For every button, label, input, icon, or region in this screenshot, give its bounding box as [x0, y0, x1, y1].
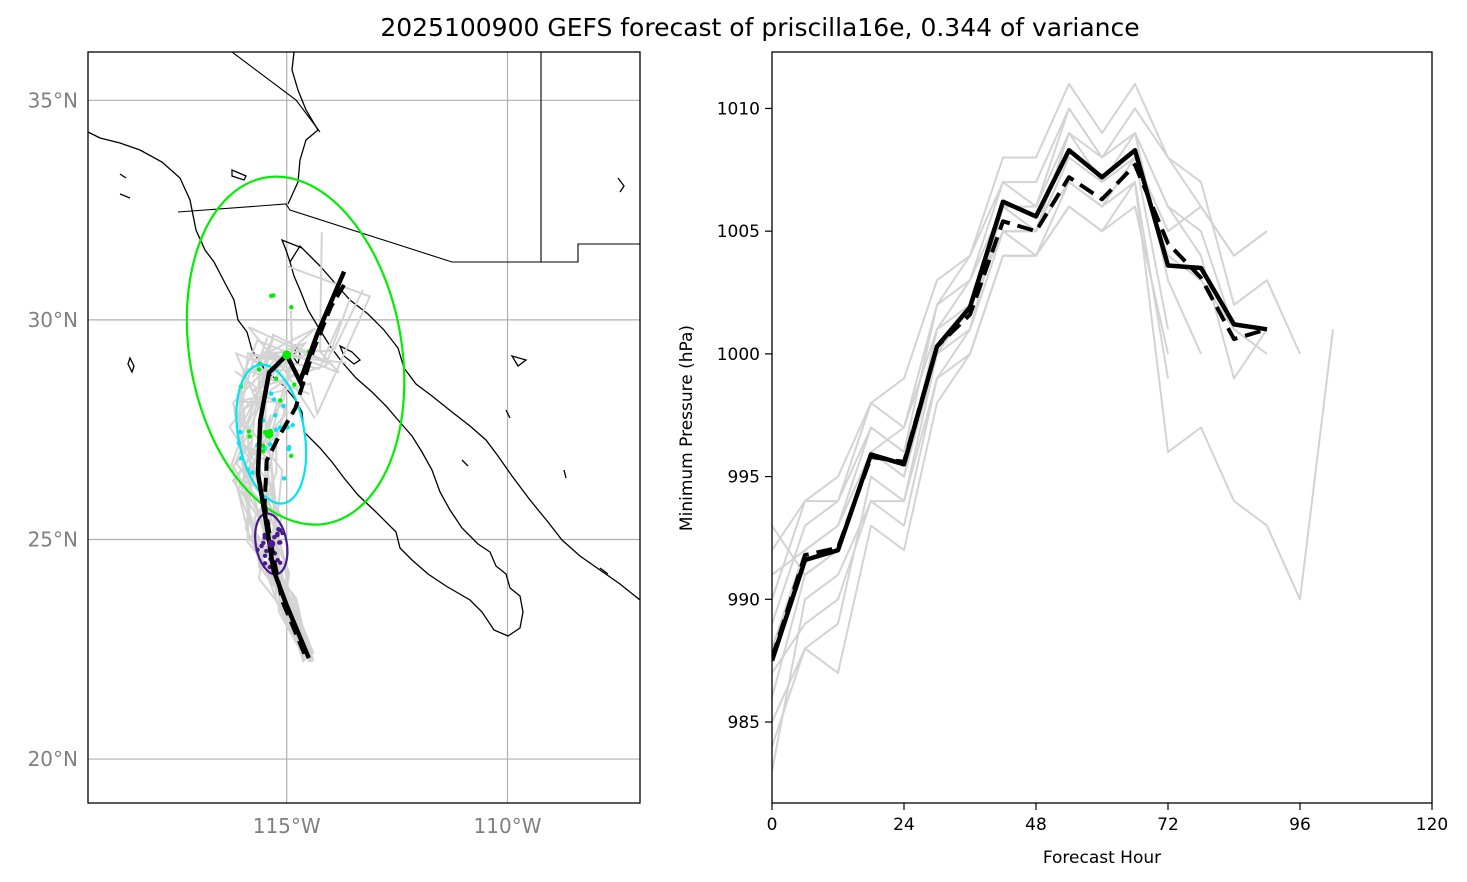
member-position-point [288, 453, 294, 459]
member-track [241, 368, 313, 659]
baja-gulf-coastline [280, 238, 303, 263]
mean-track [255, 270, 347, 659]
member-position-point [260, 443, 266, 448]
member-position-point [250, 470, 255, 475]
member-position-point [275, 557, 280, 563]
mainland-mexico-coastline [289, 244, 640, 601]
member-position-point [292, 382, 297, 387]
member-position-point [277, 425, 283, 430]
uncertainty-ellipse-late [185, 175, 406, 526]
member-position-point [247, 434, 252, 439]
pressure-series [772, 82, 1334, 772]
x-tick-label: 24 [893, 815, 915, 835]
pressure-panel: 0 24 48 72 96 120 985 990 995 1000 1005 1010 Foreca… [677, 51, 1448, 868]
member-position-point [273, 376, 279, 381]
y-tick-label: 985 [728, 713, 760, 733]
island-guadalupe [127, 356, 135, 374]
uncertainty-ellipse-mid [235, 363, 308, 505]
member-position-point [256, 367, 262, 372]
lat-tick-label: 30°N [28, 308, 78, 332]
member-position-point [264, 548, 269, 554]
member-position-point [278, 398, 283, 403]
map-background [88, 52, 640, 803]
y-tick-label: 990 [728, 590, 760, 610]
lat-tick-label: 25°N [28, 527, 78, 551]
member-position-point [262, 553, 268, 559]
baja-pacific-coastline [88, 131, 524, 637]
member-position-point [261, 540, 266, 546]
consensus-track [262, 283, 346, 655]
member-position-point [267, 442, 273, 447]
us-mexico-border [177, 203, 640, 263]
x-tick-label: 0 [767, 815, 778, 835]
y-tick-label: 1000 [717, 345, 760, 365]
x-axis-label: Forecast Hour [1043, 848, 1161, 868]
map-panel: 35°N 30°N 25°N 20°N 115°W 110°W [28, 51, 641, 838]
member-position-point [271, 397, 277, 402]
member-position-point [277, 528, 283, 533]
figure-title: 2025100900 GEFS forecast of priscilla16e… [380, 13, 1139, 42]
y-tick-label: 995 [728, 468, 760, 488]
map-tick-labels: 35°N 30°N 25°N 20°N 115°W 110°W [28, 88, 542, 838]
x-tick-label: 96 [1289, 815, 1311, 835]
island-south [461, 409, 567, 479]
member-position-point [262, 561, 268, 566]
member-position-point [273, 427, 279, 432]
island-east [510, 177, 625, 575]
pressure-axes: 0 24 48 72 96 120 985 990 995 1000 1005 1010 [717, 99, 1448, 835]
member-position-point [272, 534, 277, 540]
lat-tick-label: 20°N [28, 747, 78, 771]
member-pressure-line [772, 107, 1235, 551]
state-border-california [231, 52, 321, 133]
member-track [248, 433, 306, 658]
member-position-point [269, 293, 274, 299]
member-position-point [275, 532, 280, 538]
member-position-point [246, 429, 252, 434]
member-position-point [286, 446, 291, 452]
lon-tick-label: 110°W [474, 814, 542, 838]
y-tick-label: 1010 [717, 99, 760, 119]
member-position-point [238, 429, 243, 435]
mean-point-late [282, 350, 292, 360]
lon-tick-label: 115°W [253, 814, 321, 838]
mean-point-mid [264, 429, 274, 439]
mean-pressure-line [772, 147, 1268, 662]
map-tracks [185, 175, 406, 663]
member-position-point [282, 476, 287, 481]
colorado-river [287, 52, 319, 205]
consensus-pressure-line [772, 162, 1268, 659]
island-channel [119, 169, 247, 199]
member-position-point [289, 305, 294, 310]
member-position-point [261, 448, 266, 454]
pressure-frame [771, 51, 1433, 804]
member-position-point [290, 422, 295, 428]
y-tick-label: 1005 [717, 222, 760, 242]
x-tick-label: 48 [1025, 815, 1047, 835]
x-tick-label: 72 [1157, 815, 1179, 835]
map-frame [87, 51, 641, 804]
y-axis-label: Minimum Pressure (hPa) [677, 325, 697, 531]
lat-tick-label: 35°N [28, 88, 78, 112]
member-position-point [269, 391, 274, 396]
member-pressure-line [772, 181, 1169, 674]
mean-point-early [267, 539, 276, 548]
x-tick-label: 120 [1416, 815, 1448, 835]
member-position-point [276, 540, 282, 545]
member-pressure-line [772, 107, 1268, 649]
member-position-point [281, 403, 286, 408]
member-position-point [273, 413, 278, 418]
